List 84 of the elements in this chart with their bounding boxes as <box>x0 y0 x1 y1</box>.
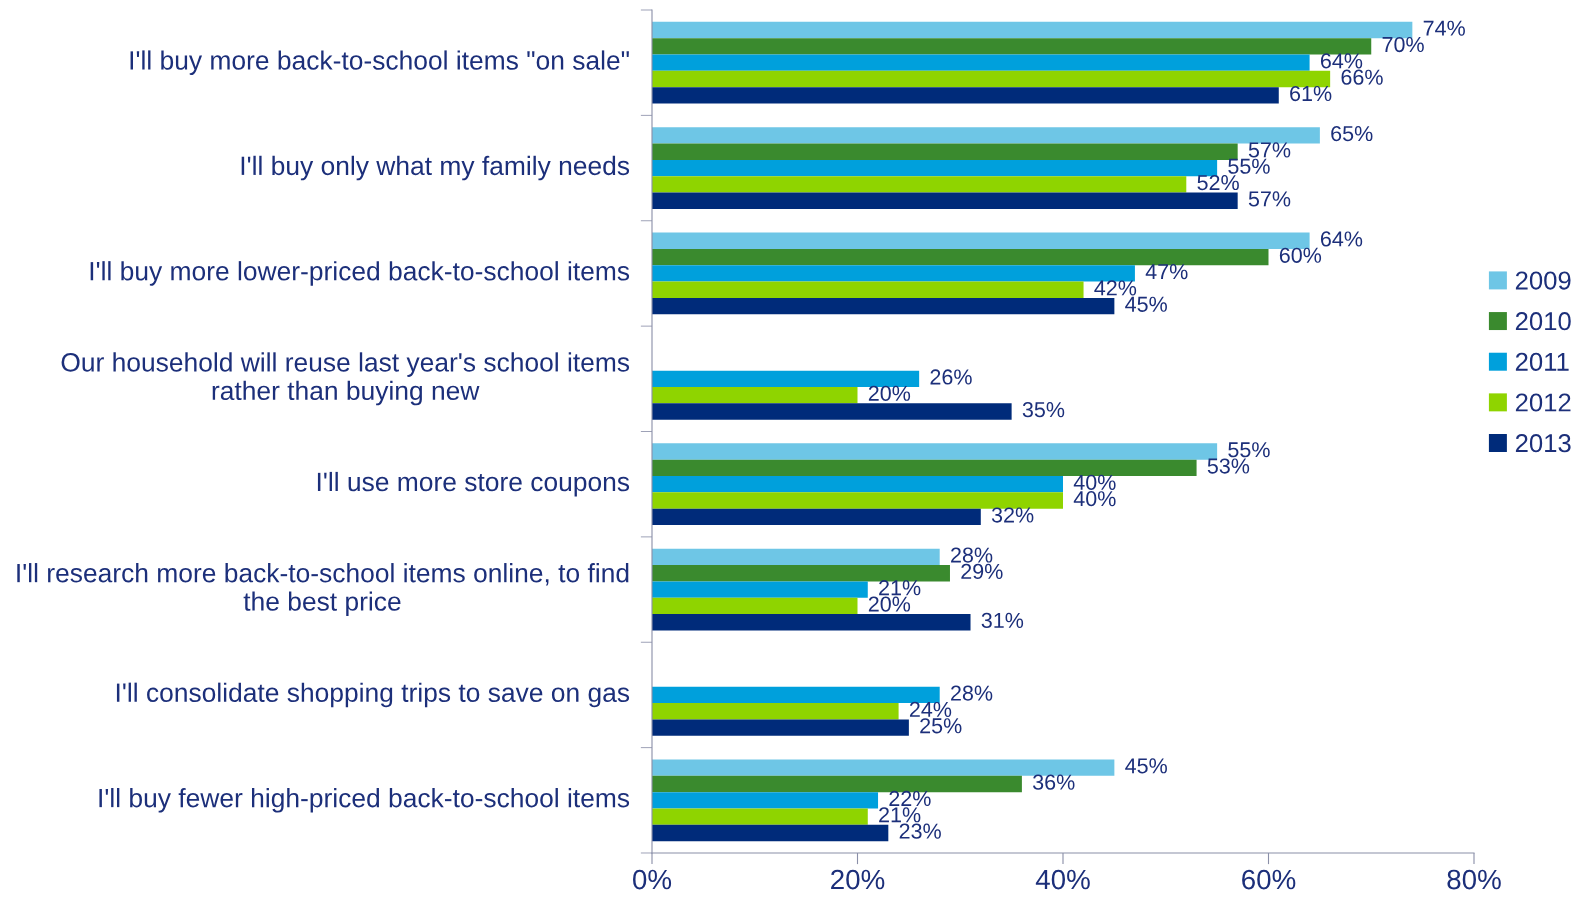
bar <box>652 581 868 598</box>
data-label: 64% <box>1320 53 1363 69</box>
bar <box>652 508 981 526</box>
bar <box>652 824 889 842</box>
data-label: 20% <box>868 596 911 612</box>
bar <box>652 703 899 720</box>
data-label: 57% <box>1248 142 1291 158</box>
data-label: 45% <box>1125 296 1167 312</box>
bar <box>652 21 1413 39</box>
data-label: 61% <box>1290 85 1332 102</box>
bar <box>652 614 971 631</box>
legend-label: 2011 <box>1515 352 1569 371</box>
data-label: 21% <box>879 580 921 596</box>
data-label: 28% <box>951 547 993 563</box>
data-label: 42% <box>1094 280 1137 296</box>
bar <box>652 808 868 825</box>
bar <box>652 54 1310 71</box>
data-label: 53% <box>1207 458 1250 474</box>
bar <box>652 565 950 582</box>
data-label: 70% <box>1382 36 1424 53</box>
bar <box>652 248 1269 266</box>
x-tick-label: 40% <box>1035 869 1090 890</box>
bar <box>652 548 940 566</box>
bar <box>652 597 858 615</box>
y-tick-label: I'll research more back-to-school items online, to find the best price <box>17 563 629 617</box>
data-label: 55% <box>1228 442 1270 458</box>
legend-label: 2012 <box>1515 393 1571 412</box>
bar <box>652 265 1135 282</box>
data-label: 57% <box>1248 191 1291 207</box>
data-label: 28% <box>951 685 993 701</box>
legend-label: 2010 <box>1515 312 1571 331</box>
legend-label: 2013 <box>1515 434 1571 453</box>
data-label: 23% <box>899 823 941 839</box>
x-tick-label: 20% <box>831 869 885 890</box>
data-label: 40% <box>1073 474 1116 490</box>
data-label: 64% <box>1320 231 1363 247</box>
data-label: 20% <box>868 385 911 401</box>
bar <box>652 476 1063 493</box>
data-label: 55% <box>1228 158 1270 174</box>
bar <box>652 127 1320 144</box>
bar <box>652 38 1372 55</box>
data-label: 52% <box>1197 174 1239 191</box>
bar <box>652 370 920 387</box>
bar <box>652 386 858 404</box>
data-label: 40% <box>1073 491 1116 507</box>
legend-label: 2009 <box>1515 271 1571 290</box>
data-label: 45% <box>1125 758 1167 774</box>
data-label: 65% <box>1331 125 1373 142</box>
y-tick-label: I'll buy only what my family needs <box>241 155 630 181</box>
bar <box>652 759 1115 776</box>
data-label: 32% <box>991 507 1034 523</box>
data-label: 36% <box>1033 774 1075 790</box>
bar <box>652 492 1063 509</box>
x-tick-label: 80% <box>1447 869 1501 890</box>
data-label: 29% <box>961 563 1003 580</box>
bar <box>652 297 1115 315</box>
bar <box>652 232 1310 249</box>
data-label: 60% <box>1279 247 1322 263</box>
data-label: 24% <box>909 701 952 717</box>
bar <box>652 70 1331 88</box>
y-tick-label: I'll consolidate shopping trips to save on gas <box>116 682 630 708</box>
y-tick-label: I'll buy more back-to-school items "on sale" <box>130 50 629 75</box>
bar <box>652 192 1238 209</box>
y-tick-label: I'll buy fewer high-priced back-to-school items <box>99 788 630 813</box>
data-label: 26% <box>930 369 972 385</box>
y-tick-label: Our household will reuse last year's school items rather than buying new <box>61 352 630 406</box>
data-label: 47% <box>1145 264 1188 280</box>
y-tick-label: I'll buy more lower-priced back-to-school items <box>90 261 630 286</box>
bar <box>652 792 879 809</box>
bar <box>652 281 1084 298</box>
data-label: 25% <box>920 718 962 734</box>
y-tick-label: I'll use more store coupons <box>317 471 630 497</box>
bar <box>652 176 1187 193</box>
data-label: 66% <box>1341 69 1383 85</box>
x-tick-label: 60% <box>1242 869 1296 890</box>
data-label: 21% <box>879 807 921 823</box>
data-label: 22% <box>889 790 931 807</box>
x-tick-label: 0% <box>633 869 672 890</box>
data-label: 35% <box>1022 402 1065 418</box>
bar <box>652 719 909 736</box>
bar <box>652 403 1012 420</box>
data-label: 74% <box>1423 20 1465 36</box>
data-label: 31% <box>981 612 1024 629</box>
bar <box>652 87 1279 104</box>
